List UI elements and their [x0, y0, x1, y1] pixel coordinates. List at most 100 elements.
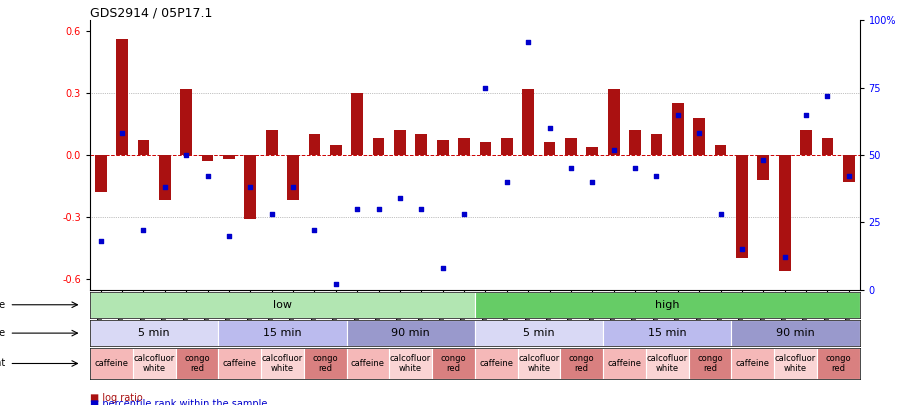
- Point: [414, 206, 428, 212]
- Text: calcofluor
white: calcofluor white: [133, 354, 175, 373]
- Text: GDS2914 / 05P17.1: GDS2914 / 05P17.1: [90, 6, 212, 19]
- Text: low: low: [273, 300, 292, 310]
- Bar: [304, 348, 347, 379]
- Text: 5 min: 5 min: [523, 328, 554, 338]
- Point: [692, 130, 706, 136]
- Bar: [373, 139, 384, 155]
- Point: [585, 179, 599, 185]
- Bar: [672, 103, 684, 155]
- Text: ■ percentile rank within the sample: ■ percentile rank within the sample: [90, 399, 267, 405]
- Bar: [133, 348, 176, 379]
- Point: [799, 111, 814, 118]
- Text: calcofluor
white: calcofluor white: [262, 354, 303, 373]
- Bar: [223, 155, 235, 159]
- Point: [478, 84, 492, 91]
- Point: [94, 238, 108, 244]
- Bar: [651, 134, 662, 155]
- Bar: [736, 155, 748, 258]
- Text: caffeine: caffeine: [351, 359, 385, 368]
- Bar: [176, 348, 218, 379]
- Bar: [266, 130, 277, 155]
- Bar: [351, 93, 363, 155]
- Text: congo
red: congo red: [825, 354, 850, 373]
- Bar: [758, 155, 770, 180]
- Bar: [688, 348, 731, 379]
- Point: [392, 195, 407, 201]
- Point: [607, 146, 621, 153]
- Bar: [475, 292, 860, 318]
- Point: [115, 130, 130, 136]
- Point: [179, 152, 194, 158]
- Text: 90 min: 90 min: [392, 328, 430, 338]
- Point: [820, 92, 834, 99]
- Bar: [587, 147, 599, 155]
- Point: [670, 111, 685, 118]
- Point: [543, 125, 557, 131]
- Text: calcofluor
white: calcofluor white: [646, 354, 688, 373]
- Bar: [116, 39, 128, 155]
- Bar: [603, 320, 731, 346]
- Bar: [822, 139, 833, 155]
- Point: [201, 173, 215, 180]
- Point: [500, 179, 514, 185]
- Text: caffeine: caffeine: [94, 359, 129, 368]
- Bar: [518, 348, 560, 379]
- Bar: [90, 292, 475, 318]
- Point: [243, 184, 257, 190]
- Text: 5 min: 5 min: [139, 328, 170, 338]
- Text: congo
red: congo red: [312, 354, 338, 373]
- Bar: [629, 130, 641, 155]
- Text: ■ log ratio: ■ log ratio: [90, 393, 143, 403]
- Bar: [389, 348, 432, 379]
- Bar: [731, 348, 774, 379]
- Bar: [522, 89, 534, 155]
- Bar: [245, 155, 256, 219]
- Bar: [159, 155, 171, 200]
- Bar: [731, 320, 860, 346]
- Point: [734, 246, 749, 252]
- Text: dose: dose: [0, 300, 5, 310]
- Point: [628, 165, 643, 172]
- Text: caffeine: caffeine: [479, 359, 513, 368]
- Text: time: time: [0, 328, 5, 338]
- Bar: [817, 348, 860, 379]
- Bar: [94, 155, 106, 192]
- Point: [563, 165, 578, 172]
- Bar: [309, 134, 320, 155]
- Text: 15 min: 15 min: [263, 328, 302, 338]
- Bar: [501, 139, 513, 155]
- Text: congo
red: congo red: [698, 354, 723, 373]
- Bar: [90, 348, 133, 379]
- Text: congo
red: congo red: [184, 354, 210, 373]
- Bar: [475, 320, 603, 346]
- Bar: [608, 89, 619, 155]
- Text: calcofluor
white: calcofluor white: [390, 354, 431, 373]
- Bar: [218, 320, 346, 346]
- Bar: [843, 155, 855, 182]
- Bar: [475, 348, 518, 379]
- Bar: [800, 130, 812, 155]
- Point: [457, 211, 472, 217]
- Point: [649, 173, 663, 180]
- Point: [286, 184, 301, 190]
- Text: agent: agent: [0, 358, 5, 369]
- Point: [436, 265, 450, 271]
- Bar: [218, 348, 261, 379]
- Point: [158, 184, 172, 190]
- Bar: [90, 320, 218, 346]
- Point: [221, 232, 236, 239]
- Bar: [774, 348, 817, 379]
- Point: [350, 206, 365, 212]
- Bar: [544, 143, 555, 155]
- Bar: [693, 117, 705, 155]
- Text: caffeine: caffeine: [222, 359, 256, 368]
- Text: congo
red: congo red: [441, 354, 466, 373]
- Bar: [180, 89, 192, 155]
- Text: 90 min: 90 min: [776, 328, 814, 338]
- Point: [265, 211, 279, 217]
- Text: calcofluor
white: calcofluor white: [775, 354, 816, 373]
- Text: calcofluor
white: calcofluor white: [518, 354, 560, 373]
- Text: high: high: [655, 300, 680, 310]
- Bar: [138, 141, 149, 155]
- Point: [714, 211, 728, 217]
